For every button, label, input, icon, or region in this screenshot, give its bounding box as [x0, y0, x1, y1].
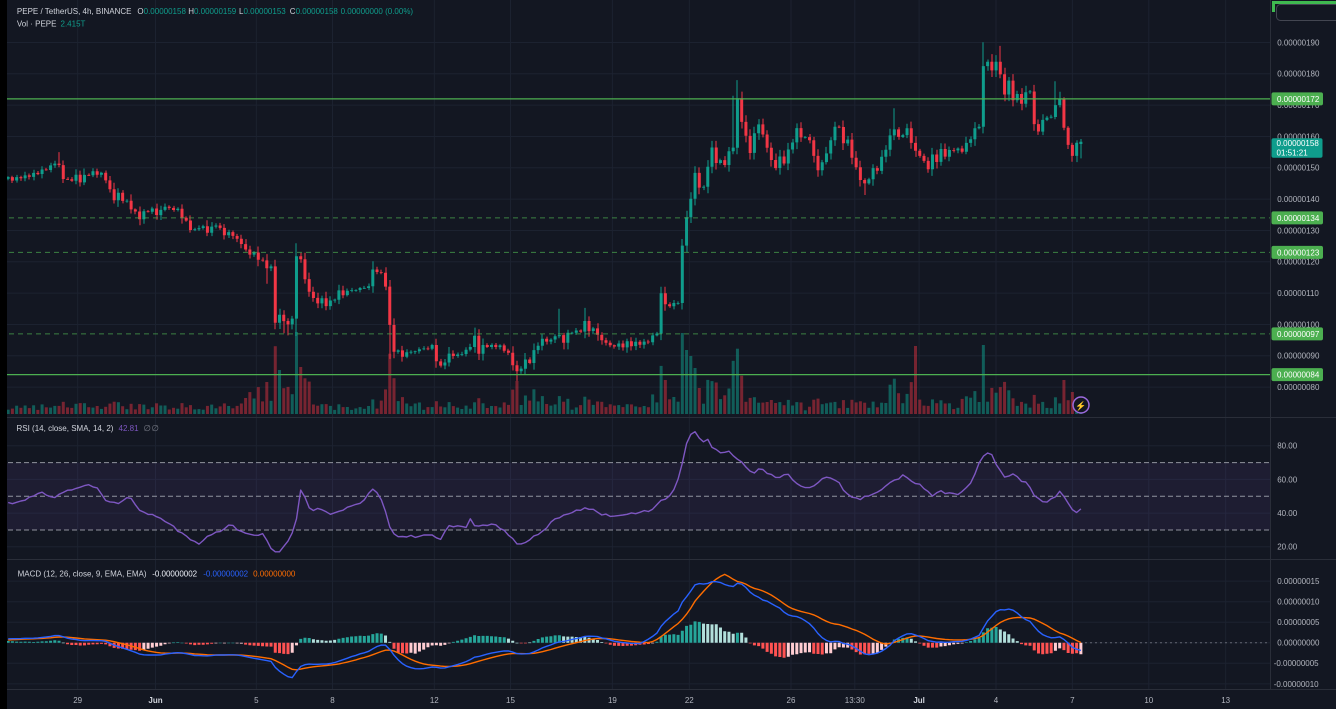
svg-text:13: 13: [1221, 696, 1230, 705]
svg-text:5: 5: [254, 696, 259, 705]
svg-text:-0.00000002: -0.00000002: [152, 570, 197, 579]
svg-text:10: 10: [1144, 696, 1153, 705]
svg-text:01:51:21: 01:51:21: [1277, 148, 1309, 157]
svg-text:RSI (14, close, SMA, 14, 2): RSI (14, close, SMA, 14, 2): [17, 424, 114, 433]
svg-text:0.00000000: 0.00000000: [253, 570, 296, 579]
svg-text:0.00000134: 0.00000134: [1277, 214, 1320, 223]
svg-text:8: 8: [330, 696, 335, 705]
svg-text:0.00000130: 0.00000130: [1277, 226, 1320, 235]
svg-text:20.00: 20.00: [1277, 543, 1298, 552]
svg-text:H0.00000159: H0.00000159: [188, 7, 237, 16]
svg-text:7: 7: [1070, 696, 1075, 705]
svg-text:4: 4: [994, 696, 999, 705]
svg-text:0.00000160: 0.00000160: [1277, 132, 1320, 141]
svg-text:0.00000084: 0.00000084: [1277, 371, 1320, 380]
svg-text:19: 19: [608, 696, 617, 705]
svg-text:0.00000097: 0.00000097: [1277, 330, 1320, 339]
svg-text:∅: ∅: [144, 423, 152, 433]
svg-text:O0.00000158: O0.00000158: [137, 7, 186, 16]
svg-text:0.00000110: 0.00000110: [1277, 289, 1319, 298]
svg-text:13:30: 13:30: [845, 696, 866, 705]
svg-text:0.00000090: 0.00000090: [1277, 352, 1320, 361]
svg-text:0.00000080: 0.00000080: [1277, 383, 1320, 392]
svg-text:Jun: Jun: [148, 696, 162, 705]
svg-text:0.00000000 (0.00%): 0.00000000 (0.00%): [341, 7, 414, 16]
svg-text:-0.00000002: -0.00000002: [203, 570, 248, 579]
svg-text:-0.00000010: -0.00000010: [1274, 680, 1319, 689]
svg-text:15: 15: [506, 696, 515, 705]
svg-text:60.00: 60.00: [1277, 475, 1298, 484]
svg-text:Vol · PEPE: Vol · PEPE: [17, 20, 57, 29]
svg-text:0.00000140: 0.00000140: [1277, 195, 1320, 204]
svg-text:C0.00000158: C0.00000158: [290, 7, 339, 16]
svg-text:∅: ∅: [152, 423, 160, 433]
svg-text:0.00000000: 0.00000000: [1277, 639, 1320, 648]
svg-text:0.00000172: 0.00000172: [1277, 95, 1320, 104]
svg-text:2.415T: 2.415T: [61, 20, 86, 29]
svg-text:12: 12: [430, 696, 439, 705]
svg-text:0.00000120: 0.00000120: [1277, 258, 1320, 267]
svg-text:29: 29: [73, 696, 82, 705]
svg-text:0.00000150: 0.00000150: [1277, 164, 1320, 173]
svg-text:0.00000170: 0.00000170: [1277, 101, 1320, 110]
svg-text:MACD (12, 26, close, 9, EMA, E: MACD (12, 26, close, 9, EMA, EMA): [18, 570, 147, 579]
svg-text:0.00000010: 0.00000010: [1277, 598, 1320, 607]
svg-text:0.00000123: 0.00000123: [1277, 248, 1320, 257]
svg-text:26: 26: [787, 696, 796, 705]
svg-text:L0.00000153: L0.00000153: [239, 7, 286, 16]
svg-text:0.00000158: 0.00000158: [1277, 139, 1320, 148]
svg-text:0.00000180: 0.00000180: [1277, 70, 1320, 79]
svg-text:0.00000190: 0.00000190: [1277, 38, 1320, 47]
svg-text:42.81: 42.81: [119, 424, 140, 433]
svg-text:Jul: Jul: [913, 696, 925, 705]
svg-text:22: 22: [685, 696, 694, 705]
svg-text:⚡: ⚡: [1075, 400, 1086, 412]
svg-text:0.00000100: 0.00000100: [1277, 320, 1320, 329]
svg-text:40.00: 40.00: [1277, 509, 1298, 518]
svg-text:0.00000015: 0.00000015: [1277, 577, 1320, 586]
svg-text:80.00: 80.00: [1277, 442, 1298, 451]
svg-text:0.00000005: 0.00000005: [1277, 618, 1320, 627]
svg-text:PEPE / TetherUS, 4h, BINANCE: PEPE / TetherUS, 4h, BINANCE: [17, 7, 132, 16]
svg-text:-0.00000005: -0.00000005: [1274, 659, 1319, 668]
